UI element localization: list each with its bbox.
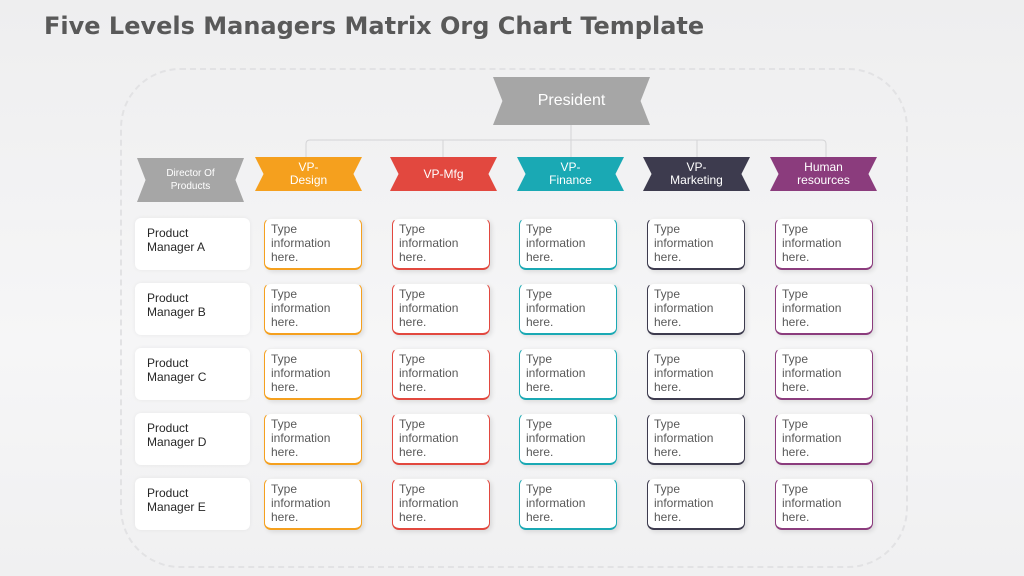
dashed-frame <box>120 68 908 568</box>
info-cell[interactable]: Type information here. <box>392 478 490 530</box>
column-header-3: VP- Finance <box>517 157 624 191</box>
info-cell[interactable]: Type information here. <box>392 413 490 465</box>
column-header-1: VP- Design <box>255 157 362 191</box>
info-cell[interactable]: Type information here. <box>775 283 873 335</box>
info-cell[interactable]: Type information here. <box>264 478 362 530</box>
page-title: Five Levels Managers Matrix Org Chart Te… <box>44 12 705 40</box>
info-cell[interactable]: Type information here. <box>519 283 617 335</box>
connector-bar <box>305 139 827 157</box>
column-header-2: VP-Mfg <box>390 157 497 191</box>
row-label: Product Manager A <box>135 218 250 270</box>
info-cell[interactable]: Type information here. <box>519 413 617 465</box>
info-cell[interactable]: Type information here. <box>392 283 490 335</box>
info-cell[interactable]: Type information here. <box>647 478 745 530</box>
info-cell[interactable]: Type information here. <box>647 283 745 335</box>
president-box: President <box>493 77 650 125</box>
info-cell[interactable]: Type information here. <box>519 478 617 530</box>
info-cell[interactable]: Type information here. <box>264 218 362 270</box>
column-header-5: Human resources <box>770 157 877 191</box>
info-cell[interactable]: Type information here. <box>647 413 745 465</box>
info-cell[interactable]: Type information here. <box>264 283 362 335</box>
info-cell[interactable]: Type information here. <box>775 348 873 400</box>
info-cell[interactable]: Type information here. <box>519 218 617 270</box>
column-header-4: VP- Marketing <box>643 157 750 191</box>
info-cell[interactable]: Type information here. <box>392 348 490 400</box>
row-label: Product Manager D <box>135 413 250 465</box>
director-box: Director Of Products <box>137 158 244 202</box>
info-cell[interactable]: Type information here. <box>519 348 617 400</box>
info-cell[interactable]: Type information here. <box>775 413 873 465</box>
info-cell[interactable]: Type information here. <box>264 413 362 465</box>
info-cell[interactable]: Type information here. <box>775 478 873 530</box>
row-label: Product Manager E <box>135 478 250 530</box>
info-cell[interactable]: Type information here. <box>647 348 745 400</box>
info-cell[interactable]: Type information here. <box>647 218 745 270</box>
info-cell[interactable]: Type information here. <box>392 218 490 270</box>
info-cell[interactable]: Type information here. <box>264 348 362 400</box>
row-label: Product Manager C <box>135 348 250 400</box>
info-cell[interactable]: Type information here. <box>775 218 873 270</box>
row-label: Product Manager B <box>135 283 250 335</box>
